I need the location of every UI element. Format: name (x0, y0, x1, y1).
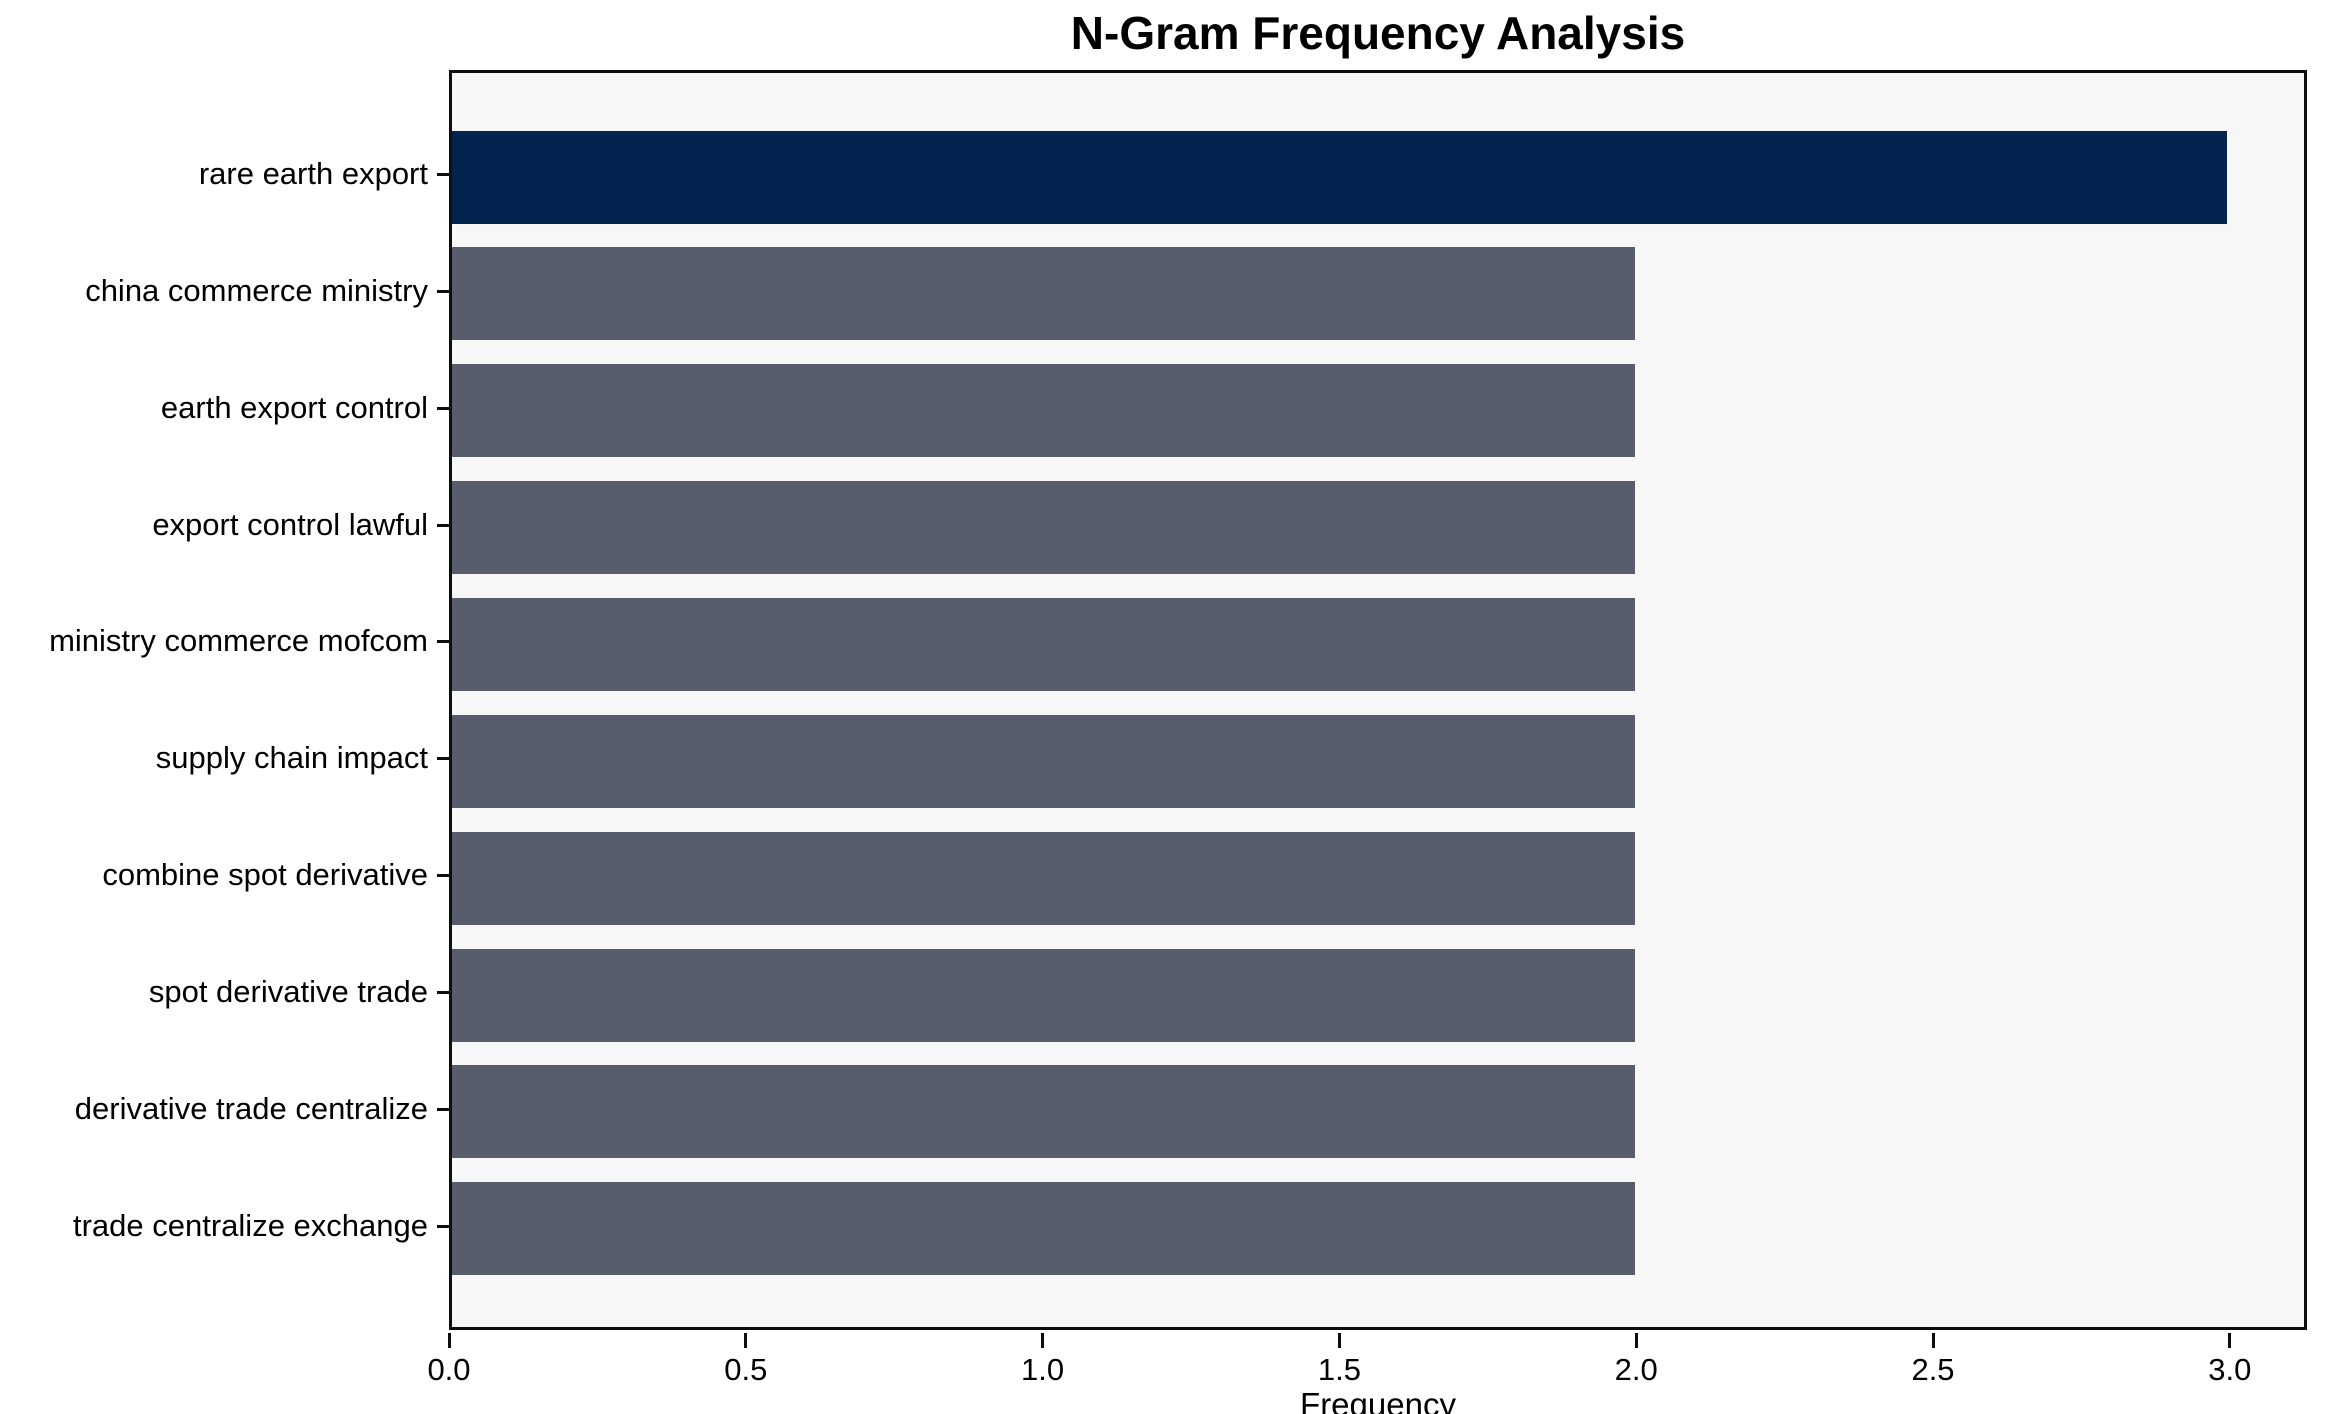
y-tick-mark (437, 874, 449, 878)
y-tick-mark (437, 523, 449, 527)
y-tick-label: combine spot derivative (102, 857, 428, 893)
bar-earth-export-control (452, 364, 1636, 458)
y-tick-mark (437, 640, 449, 644)
bar-spot-derivative-trade (452, 948, 1636, 1042)
x-tick-mark (1337, 1333, 1341, 1348)
y-tick-mark (437, 406, 449, 410)
y-tick-mark (437, 991, 449, 995)
y-tick-label: rare earth export (198, 156, 428, 191)
y-tick-label: export control lawful (152, 506, 428, 542)
y-tick-label: china commerce ministry (85, 272, 428, 308)
x-tick-mark (447, 1333, 451, 1348)
bar-derivative-trade-centralize (452, 1065, 1636, 1159)
x-tick-mark (1931, 1333, 1935, 1348)
y-tick-mark (437, 1107, 449, 1111)
y-tick-label: spot derivative trade (148, 974, 428, 1010)
x-tick-label: 2.5 (1911, 1352, 1955, 1387)
x-tick-label: 2.0 (1614, 1352, 1658, 1387)
bar-trade-centralize-exchange (452, 1182, 1636, 1276)
x-tick-mark (1041, 1333, 1045, 1348)
bar-combine-spot-derivative (452, 831, 1636, 925)
y-tick-label: derivative trade centralize (74, 1090, 428, 1126)
x-axis-title: Frequency (1300, 1386, 1456, 1414)
x-tick-mark (1634, 1333, 1638, 1348)
y-tick-label: trade centralize exchange (72, 1207, 428, 1243)
x-tick-label: 1.5 (1317, 1352, 1361, 1387)
x-tick-label: 1.0 (1021, 1352, 1065, 1387)
x-tick-label: 0.0 (427, 1352, 471, 1387)
y-tick-mark (437, 173, 449, 176)
bar-china-commerce-ministry (452, 247, 1636, 341)
x-tick-label: 0.5 (724, 1352, 768, 1387)
y-tick-label: ministry commerce mofcom (49, 623, 428, 659)
y-tick-mark (437, 757, 449, 761)
bar-ministry-commerce-mofcom (452, 597, 1636, 691)
bar-export-control-lawful (452, 481, 1636, 575)
chart-title: N-Gram Frequency Analysis (1070, 7, 1686, 59)
x-tick-mark (2228, 1333, 2232, 1348)
y-tick-mark (437, 289, 449, 293)
bar-supply-chain-impact (452, 714, 1636, 808)
y-tick-label: supply chain impact (155, 740, 428, 776)
y-tick-mark (437, 1224, 449, 1228)
y-tick-label: earth export control (160, 389, 428, 425)
bar-rare-earth-export (452, 130, 2228, 224)
x-tick-label: 3.0 (2208, 1352, 2252, 1387)
x-tick-mark (744, 1333, 748, 1348)
plot-area (449, 70, 2307, 1330)
